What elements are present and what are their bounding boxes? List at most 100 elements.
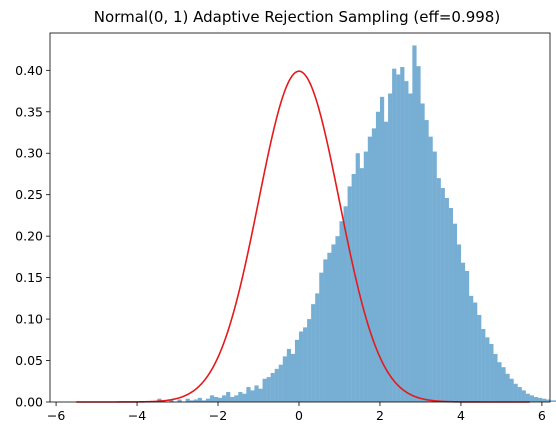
histogram-bar bbox=[469, 295, 474, 402]
histogram-bar bbox=[311, 304, 316, 402]
histogram-bar bbox=[185, 398, 190, 402]
histogram-bar bbox=[412, 45, 417, 402]
chart-title: Normal(0, 1) Adaptive Rejection Sampling… bbox=[94, 8, 500, 26]
histogram-bar bbox=[521, 390, 526, 402]
histogram-bar bbox=[404, 81, 409, 402]
histogram-bar bbox=[400, 67, 405, 402]
x-axis: −6 −4 −2 0 2 4 6 bbox=[47, 402, 546, 423]
histogram-bar bbox=[201, 400, 207, 402]
histogram-bar bbox=[282, 356, 287, 402]
y-tick-label: 0.40 bbox=[15, 63, 43, 78]
histogram-bar bbox=[197, 397, 202, 402]
histogram-bar bbox=[448, 207, 453, 402]
y-tick-label: 0.05 bbox=[15, 353, 43, 368]
histogram-bar bbox=[460, 262, 466, 402]
histogram-bar bbox=[290, 353, 296, 402]
histogram-bar bbox=[513, 383, 518, 402]
histogram-bar bbox=[432, 151, 437, 402]
histogram-bar bbox=[525, 393, 530, 402]
y-axis: 0.00 0.05 0.10 0.15 0.20 0.25 0.30 0.35 0.40 bbox=[15, 63, 50, 410]
histogram-bar bbox=[392, 68, 397, 402]
histogram-bar bbox=[379, 96, 385, 402]
histogram-bar bbox=[262, 378, 267, 402]
histogram-bar bbox=[193, 399, 198, 402]
histogram-bar bbox=[501, 367, 506, 402]
histogram-bar bbox=[209, 395, 215, 402]
histogram-bar bbox=[331, 244, 336, 402]
histogram-bar bbox=[213, 397, 219, 402]
histogram-bar bbox=[428, 136, 433, 402]
histogram-bar bbox=[489, 343, 494, 402]
x-tick-label: −2 bbox=[209, 408, 227, 423]
histogram-bar bbox=[424, 120, 429, 402]
x-tick-label: −6 bbox=[47, 408, 65, 423]
histogram-bar bbox=[545, 399, 551, 402]
histogram-bar bbox=[242, 393, 247, 402]
y-tick-label: 0.15 bbox=[15, 270, 43, 285]
histogram-bar bbox=[554, 400, 556, 402]
histogram-bar bbox=[477, 314, 482, 402]
histogram-bar bbox=[517, 387, 522, 402]
x-tick-label: 0 bbox=[295, 408, 303, 423]
histogram-bar bbox=[270, 372, 275, 402]
histogram-bar bbox=[274, 368, 279, 402]
histogram-bar bbox=[396, 74, 401, 403]
histogram-bar bbox=[307, 319, 312, 402]
histogram-bar bbox=[363, 151, 368, 402]
histogram-bar bbox=[189, 400, 194, 402]
y-tick-label: 0.35 bbox=[15, 104, 43, 119]
histogram-bar bbox=[440, 188, 445, 402]
histogram-bar bbox=[384, 121, 389, 402]
histogram-bar bbox=[258, 388, 263, 402]
plot-frame bbox=[49, 32, 551, 403]
histogram-bar bbox=[177, 399, 182, 402]
y-tick-label: 0.20 bbox=[15, 229, 43, 244]
histogram-bar bbox=[444, 198, 449, 402]
x-tick-label: −4 bbox=[128, 408, 146, 423]
histogram-bar bbox=[230, 397, 235, 402]
histogram-bar bbox=[222, 395, 227, 402]
x-tick-label: 2 bbox=[376, 408, 384, 423]
histogram-bar bbox=[464, 270, 470, 402]
histogram-bar bbox=[493, 353, 498, 402]
histogram-bars bbox=[157, 45, 556, 403]
histogram-bar bbox=[359, 168, 364, 402]
histogram-bar bbox=[351, 173, 356, 402]
histogram-bar bbox=[218, 397, 223, 402]
histogram-bar bbox=[327, 252, 332, 402]
histogram-bar bbox=[537, 397, 543, 402]
y-tick-label: 0.25 bbox=[15, 187, 43, 202]
histogram-bar bbox=[550, 400, 555, 402]
histogram-bar bbox=[408, 93, 413, 402]
histogram-bar bbox=[323, 259, 328, 402]
histogram-bar bbox=[456, 244, 462, 402]
histogram-bar bbox=[509, 378, 514, 402]
histogram-bar bbox=[250, 390, 255, 402]
histogram-bar bbox=[298, 331, 304, 402]
histogram-bar bbox=[388, 93, 393, 402]
y-tick-label: 0.10 bbox=[15, 312, 43, 327]
histogram-bar bbox=[497, 362, 502, 402]
histogram-bar bbox=[169, 400, 174, 402]
histogram-bar bbox=[473, 302, 478, 402]
histogram-bar bbox=[420, 103, 425, 402]
histogram-bar bbox=[205, 398, 211, 402]
histogram-bar bbox=[452, 223, 458, 402]
histogram-bar bbox=[246, 387, 251, 402]
histogram-bar bbox=[529, 395, 534, 402]
histogram-bar bbox=[234, 395, 239, 402]
histogram-bar bbox=[254, 385, 259, 402]
histogram-bar bbox=[315, 293, 320, 402]
histogram-bar bbox=[278, 364, 283, 402]
histogram-bar bbox=[319, 272, 324, 402]
x-tick-label: 4 bbox=[457, 408, 465, 423]
histogram-bar bbox=[266, 377, 271, 402]
histogram-bar bbox=[481, 329, 486, 402]
histogram-bar bbox=[335, 236, 340, 402]
histogram-bar bbox=[436, 178, 441, 402]
y-tick-label: 0.30 bbox=[15, 146, 43, 161]
histogram-bar bbox=[238, 392, 243, 402]
histogram-bar bbox=[505, 373, 510, 402]
histogram-bar bbox=[416, 66, 421, 403]
